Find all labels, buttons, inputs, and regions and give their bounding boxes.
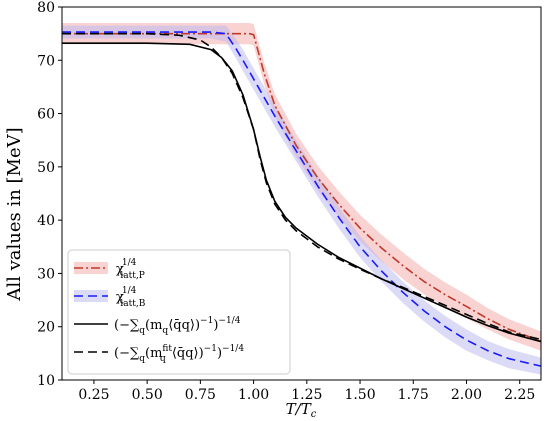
legend-box bbox=[67, 249, 291, 375]
y-tick-label: 30 bbox=[37, 266, 55, 282]
x-tick-label: 0.50 bbox=[132, 387, 163, 403]
x-tick-label: 1.25 bbox=[291, 387, 322, 403]
series-line-1 bbox=[62, 31, 541, 367]
x-tick-label: 0.25 bbox=[78, 387, 109, 403]
axes bbox=[61, 6, 542, 381]
y-tick-label: 70 bbox=[37, 53, 55, 69]
y-axis-label: All values in [MeV] bbox=[4, 127, 25, 301]
y-ticks: 10 20 30 40 50 60 70 80 bbox=[37, 0, 62, 389]
series-line-2 bbox=[62, 42, 541, 343]
legend: χ1/4 latt,P χ1/4 latt,B (−∑q(mq⟨q̄q⟩)−1)−1… bbox=[67, 249, 291, 375]
x-tick-label: 2.25 bbox=[504, 387, 535, 403]
x-tick-label: 2.00 bbox=[451, 387, 482, 403]
y-tick-label: 40 bbox=[37, 213, 55, 229]
error-band-0 bbox=[62, 22, 541, 351]
y-tick-label: 80 bbox=[37, 0, 55, 16]
error-bands bbox=[62, 22, 541, 375]
y-tick-label: 50 bbox=[37, 160, 55, 176]
series-lines bbox=[62, 31, 541, 367]
x-axis-label: T/Tc bbox=[286, 400, 317, 420]
x-tick-label: 1.50 bbox=[344, 387, 375, 403]
y-tick-label: 20 bbox=[37, 320, 55, 336]
y-tick-label: 10 bbox=[37, 373, 55, 389]
x-ticks: 0.25 0.50 0.75 1.00 1.25 1.50 1.75 2.00 2.25 bbox=[78, 380, 535, 403]
series-line-0 bbox=[62, 32, 541, 342]
plot-frame bbox=[61, 6, 542, 381]
x-tick-label: 0.75 bbox=[185, 387, 216, 403]
x-tick-label: 1.00 bbox=[238, 387, 269, 403]
x-tick-label: 1.75 bbox=[398, 387, 429, 403]
y-tick-label: 60 bbox=[37, 107, 55, 123]
legend-samples bbox=[74, 262, 108, 353]
series-line-3 bbox=[62, 32, 541, 341]
